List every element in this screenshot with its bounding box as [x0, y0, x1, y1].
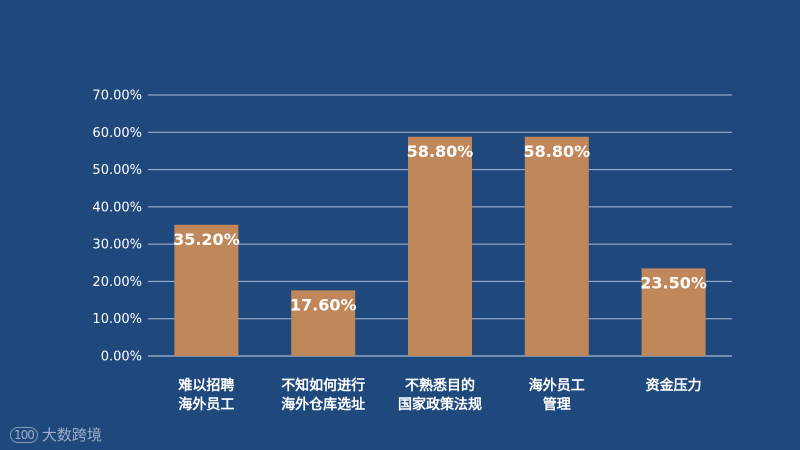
watermark-logo: 100 [10, 426, 38, 443]
data-label: 58.80% [407, 142, 474, 161]
data-label: 58.80% [523, 142, 590, 161]
x-category-label: 海外员工 [529, 377, 585, 394]
bar [408, 136, 472, 356]
bar [524, 136, 589, 356]
x-category-label: 不知如何进行 [281, 377, 365, 394]
bar [174, 224, 239, 356]
y-tick-label: 20.00% [92, 275, 142, 290]
x-category-label: 管理 [543, 396, 571, 413]
x-category-label: 海外仓库选址 [281, 396, 365, 413]
y-tick-label: 70.00% [92, 89, 142, 104]
x-category-label: 资金压力 [646, 377, 702, 394]
y-tick-label: 40.00% [92, 200, 142, 215]
watermark-text: 大数跨境 [41, 426, 102, 444]
y-tick-label: 30.00% [92, 238, 142, 253]
data-label: 35.20% [173, 230, 240, 249]
x-category-label: 海外员工 [178, 396, 234, 413]
watermark: 100 大数跨境 [10, 424, 102, 445]
x-category-label: 不熟悉目的 [405, 377, 475, 394]
y-tick-label: 10.00% [92, 312, 142, 327]
x-category-label: 国家政策法规 [398, 396, 482, 413]
y-tick-label: 0.00% [101, 350, 142, 365]
data-label: 17.60% [290, 295, 357, 314]
bar [291, 290, 356, 356]
x-category-label: 难以招聘 [177, 377, 234, 394]
y-tick-label: 50.00% [92, 163, 142, 178]
y-tick-label: 60.00% [92, 126, 142, 141]
bar [641, 268, 706, 356]
data-label: 23.50% [640, 273, 707, 292]
